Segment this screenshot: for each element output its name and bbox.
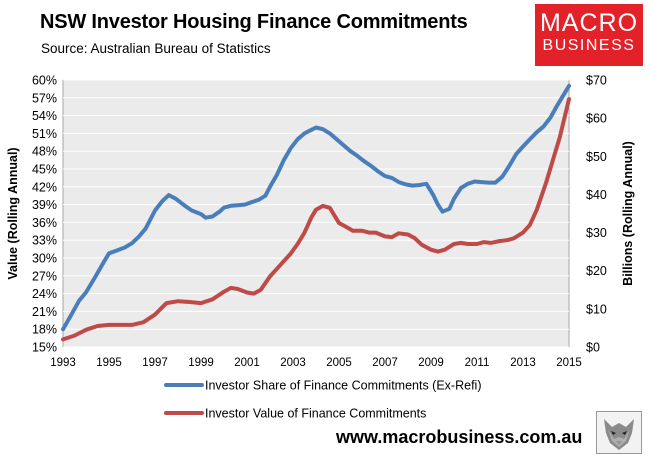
right-axis-label: Billions (Rolling Annual) <box>621 141 635 286</box>
x-tick-label: 1993 <box>50 357 76 369</box>
x-tick-label: 1997 <box>142 357 168 369</box>
macrobusiness-logo: MACRO BUSINESS <box>535 4 643 66</box>
left-y-tick-label: 57% <box>32 91 57 105</box>
x-tick-label: 2001 <box>234 357 260 369</box>
left-axis-ticks: 15% 18% 21% 24% 27% 30% 33% 36% 39% 42% 45% 48% 51% 5… <box>32 74 57 355</box>
right-y-tick-label: $0 <box>586 341 600 355</box>
chart-subtitle: Source: Australian Bureau of Statistics <box>41 41 271 56</box>
x-tick-label: 2007 <box>372 357 398 369</box>
left-y-tick-label: 51% <box>32 127 57 141</box>
chart-title: NSW Investor Housing Finance Commitments <box>40 11 468 33</box>
left-axis-label: Value (Rolling Annual) <box>6 147 20 279</box>
left-y-tick-label: 36% <box>32 216 57 230</box>
right-y-tick-label: $70 <box>586 74 607 88</box>
left-y-tick-label: 54% <box>32 109 57 123</box>
left-y-tick-label: 42% <box>32 180 57 194</box>
x-tick-label: 1995 <box>96 357 122 369</box>
x-tick-label: 2009 <box>418 357 444 369</box>
left-y-tick-label: 18% <box>32 323 57 337</box>
right-y-tick-label: $50 <box>586 150 607 164</box>
logo-line-2: BUSINESS <box>542 37 636 54</box>
gridlines <box>63 79 569 348</box>
x-tick-label: 2011 <box>465 357 490 369</box>
left-y-tick-label: 60% <box>32 74 57 88</box>
right-y-tick-label: $10 <box>586 302 607 316</box>
left-y-tick-label: 45% <box>32 163 57 177</box>
left-y-tick-label: 39% <box>32 198 57 212</box>
legend-label: Investor Value of Finance Commitments <box>205 407 426 421</box>
series-line-investor-value <box>61 97 571 342</box>
left-y-tick-label: 21% <box>32 305 57 319</box>
legend-label: Investor Share of Finance Commitments (E… <box>205 379 481 393</box>
left-y-tick-label: 27% <box>32 269 57 283</box>
x-axis-ticks: 1993 1995 1997 1999 2001 2003 2005 2007 2009 2011… <box>50 357 582 369</box>
right-y-tick-label: $60 <box>586 112 607 126</box>
legend: Investor Share of Finance Commitments (E… <box>164 379 481 421</box>
x-tick-label: 1999 <box>188 357 214 369</box>
x-tick-label: 2003 <box>280 357 306 369</box>
left-y-tick-label: 30% <box>32 252 57 266</box>
website-url: www.macrobusiness.com.au <box>336 427 583 447</box>
right-y-tick-label: $20 <box>586 264 607 278</box>
x-tick-label: 2005 <box>326 357 352 369</box>
left-y-tick-label: 33% <box>32 234 57 248</box>
x-tick-label: 2013 <box>510 357 536 369</box>
left-y-tick-label: 48% <box>32 145 57 159</box>
series-line-investor-share <box>61 83 571 332</box>
left-y-tick-label: 15% <box>32 341 57 355</box>
right-y-tick-label: $40 <box>586 188 607 202</box>
x-tick-label: 2015 <box>556 357 582 369</box>
series-layer <box>61 83 571 342</box>
right-y-tick-label: $30 <box>586 226 607 240</box>
left-y-tick-label: 24% <box>32 287 57 301</box>
logo-line-1: MACRO <box>539 9 639 37</box>
wolf-logo-icon <box>596 411 642 454</box>
right-axis-ticks: $0 $10 $20 $30 $40 $50 $60 $70 <box>586 74 607 355</box>
